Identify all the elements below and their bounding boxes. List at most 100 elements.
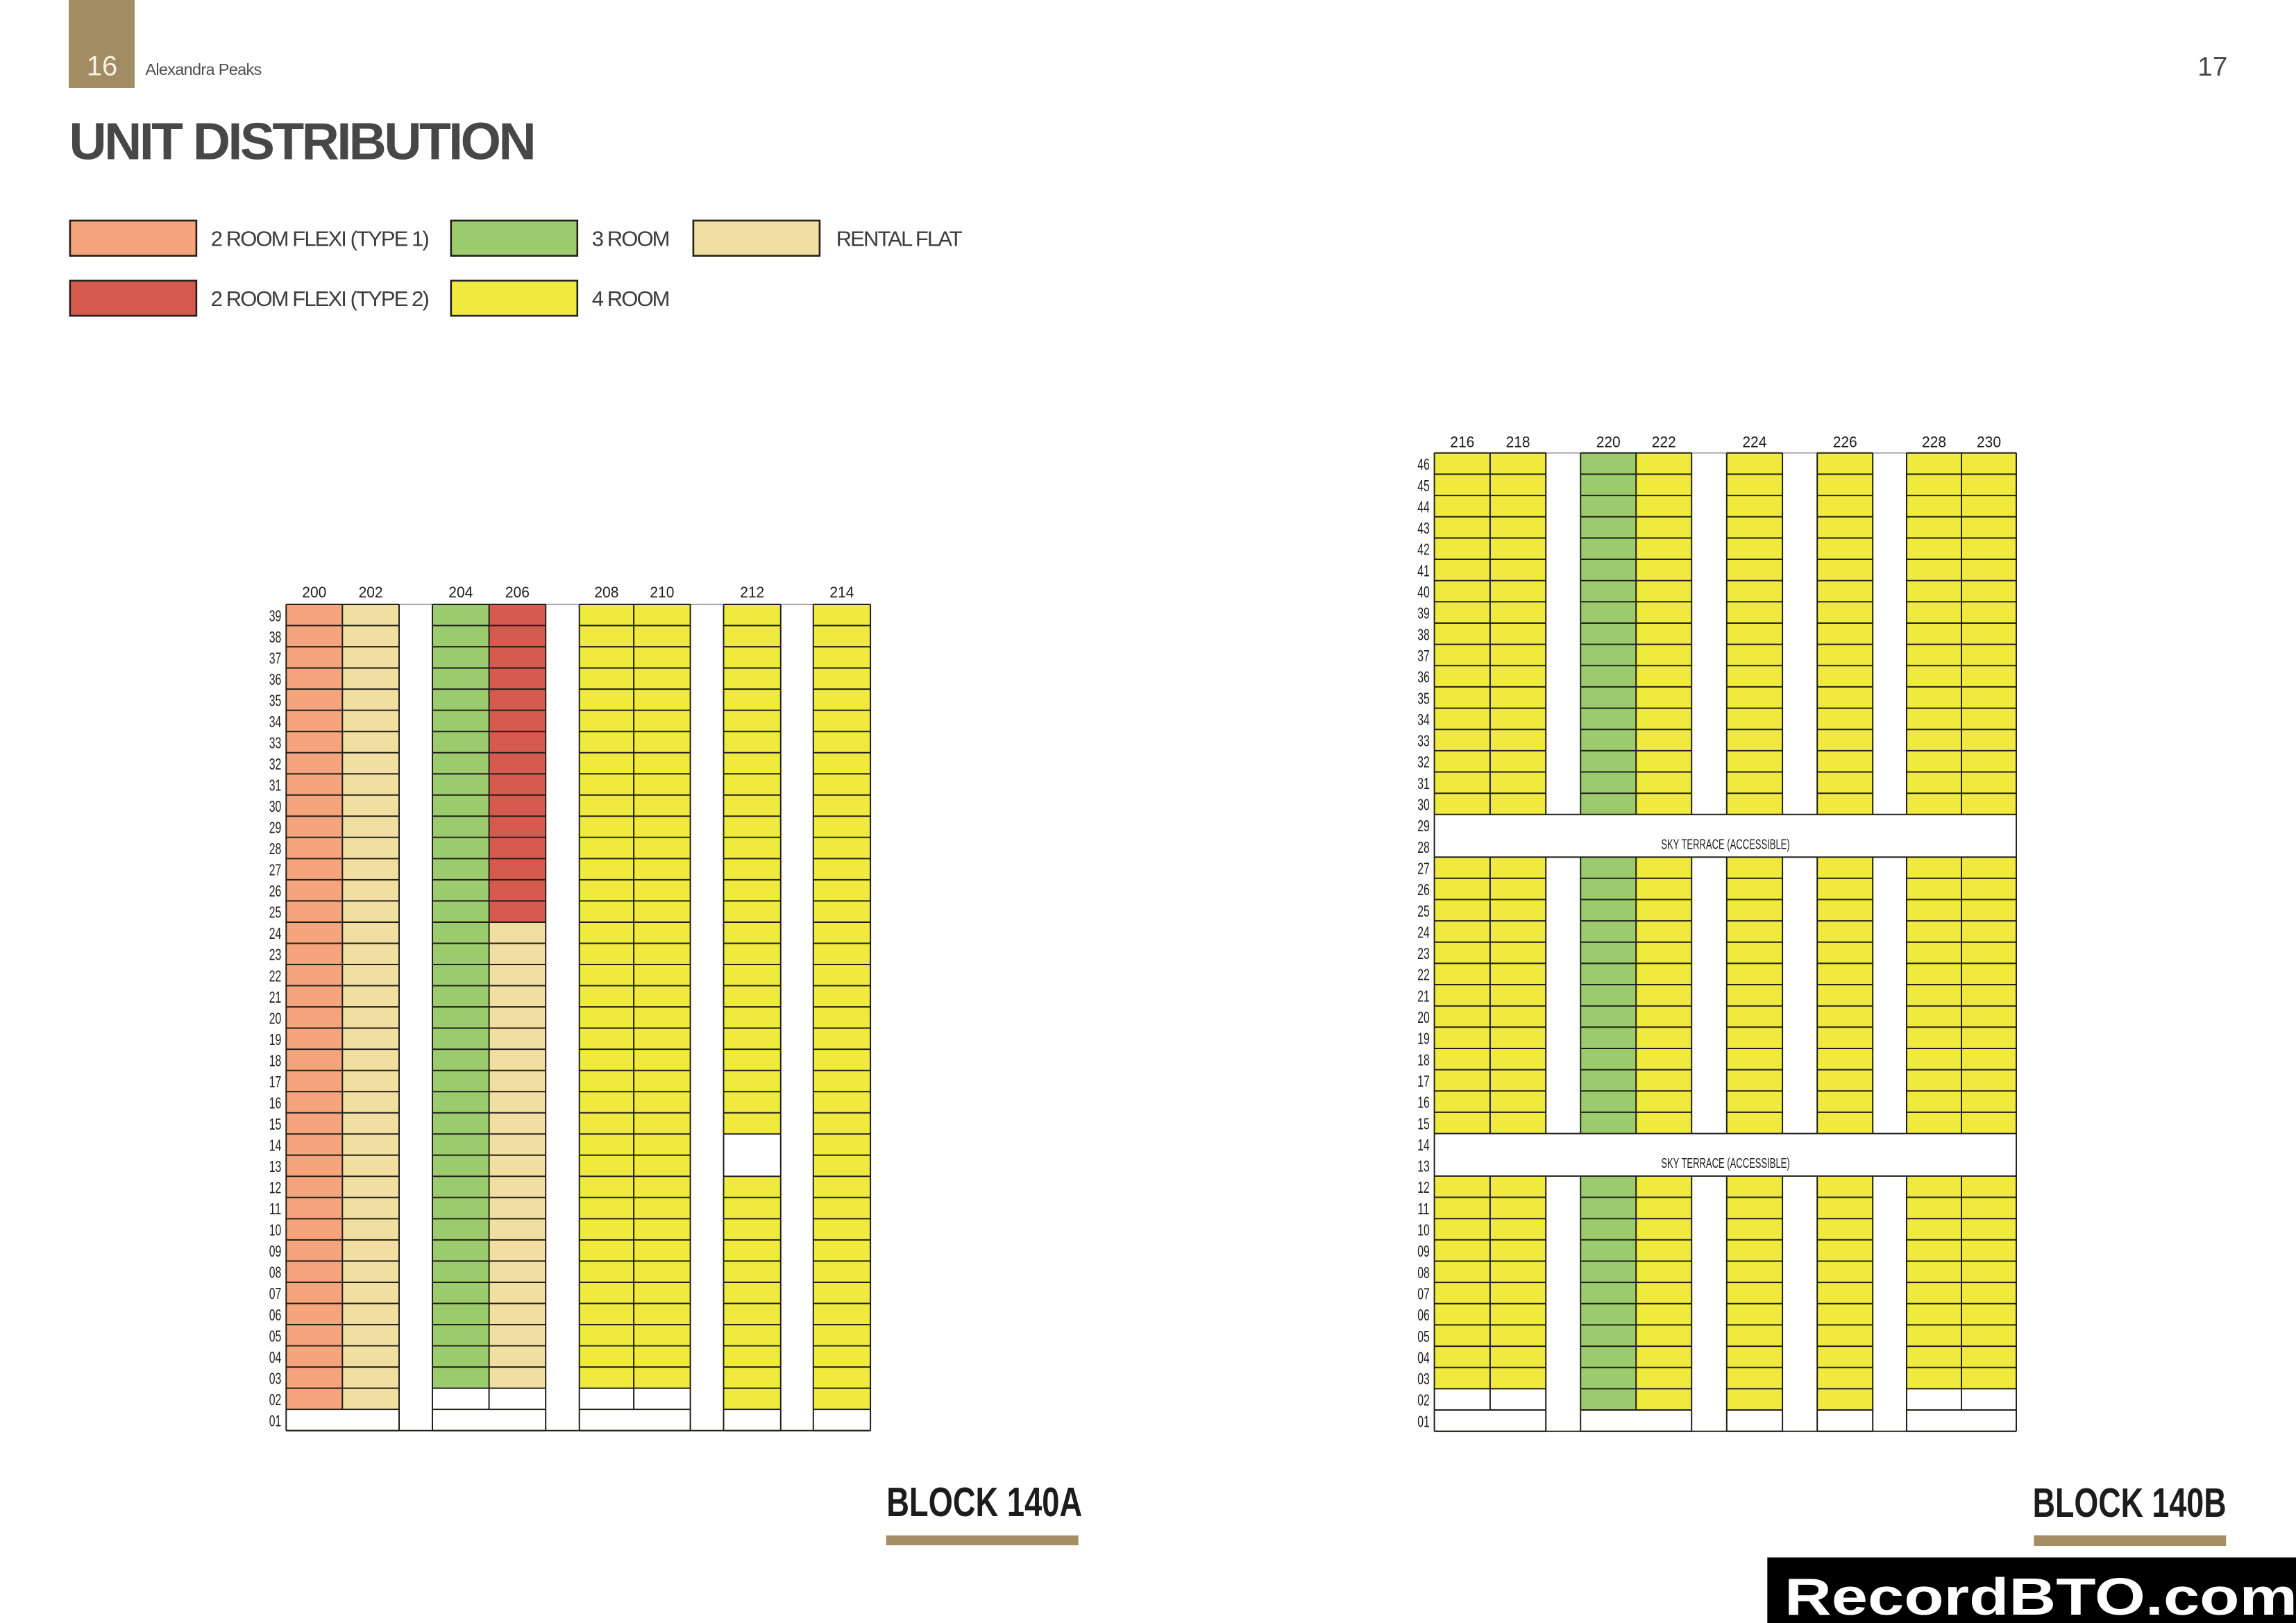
svg-text:04: 04: [269, 1348, 282, 1366]
svg-text:35: 35: [269, 691, 282, 709]
svg-text:36: 36: [269, 670, 282, 688]
svg-text:18: 18: [1417, 1051, 1430, 1069]
svg-text:SKY TERRACE (ACCESSIBLE): SKY TERRACE (ACCESSIBLE): [1661, 836, 1789, 852]
svg-text:02: 02: [1417, 1391, 1430, 1409]
svg-text:14: 14: [269, 1137, 282, 1155]
svg-text:212: 212: [740, 584, 764, 601]
svg-text:10: 10: [1417, 1221, 1430, 1239]
svg-text:27: 27: [1417, 860, 1430, 878]
svg-text:43: 43: [1417, 519, 1430, 537]
svg-text:20: 20: [1417, 1008, 1430, 1026]
svg-text:25: 25: [1417, 902, 1430, 920]
svg-text:214: 214: [829, 584, 854, 601]
svg-text:32: 32: [1417, 753, 1430, 771]
svg-text:03: 03: [269, 1369, 282, 1387]
svg-text:02: 02: [269, 1391, 282, 1409]
svg-text:SKY TERRACE (ACCESSIBLE): SKY TERRACE (ACCESSIBLE): [1661, 1155, 1789, 1171]
svg-text:16: 16: [269, 1094, 282, 1112]
svg-text:03: 03: [1417, 1370, 1430, 1388]
svg-text:23: 23: [1417, 944, 1430, 962]
svg-text:08: 08: [1417, 1264, 1430, 1282]
svg-text:226: 226: [1833, 434, 1857, 451]
svg-text:16: 16: [87, 51, 118, 82]
svg-text:200: 200: [302, 584, 326, 601]
svg-text:17: 17: [2197, 52, 2227, 82]
svg-text:26: 26: [1417, 881, 1430, 899]
svg-text:22: 22: [269, 967, 282, 985]
svg-text:09: 09: [269, 1242, 282, 1260]
svg-text:210: 210: [650, 584, 674, 601]
svg-text:14: 14: [1417, 1136, 1430, 1154]
svg-text:230: 230: [1977, 434, 2001, 451]
svg-text:44: 44: [1417, 498, 1430, 516]
svg-text:34: 34: [269, 713, 282, 731]
svg-text:38: 38: [1417, 625, 1430, 643]
svg-text:202: 202: [359, 584, 383, 601]
svg-text:39: 39: [269, 606, 282, 624]
svg-text:07: 07: [1417, 1285, 1430, 1303]
svg-text:23: 23: [269, 946, 282, 964]
svg-text:05: 05: [1417, 1327, 1430, 1345]
svg-text:UNIT DISTRIBUTION: UNIT DISTRIBUTION: [69, 112, 534, 170]
svg-text:37: 37: [269, 649, 282, 667]
svg-text:45: 45: [1417, 477, 1430, 495]
svg-text:07: 07: [269, 1284, 282, 1302]
svg-text:36: 36: [1417, 668, 1430, 686]
svg-text:24: 24: [269, 924, 282, 942]
svg-text:204: 204: [448, 584, 473, 601]
svg-text:16: 16: [1417, 1094, 1430, 1112]
svg-text:220: 220: [1596, 434, 1621, 451]
svg-text:24: 24: [1417, 923, 1430, 941]
svg-text:BLOCK 140A: BLOCK 140A: [886, 1479, 1082, 1525]
svg-text:22: 22: [1417, 966, 1430, 984]
svg-text:13: 13: [1417, 1157, 1430, 1175]
svg-text:218: 218: [1506, 434, 1530, 451]
svg-text:32: 32: [269, 755, 282, 773]
svg-text:15: 15: [1417, 1114, 1430, 1132]
svg-text:35: 35: [1417, 689, 1430, 707]
svg-text:19: 19: [1417, 1030, 1430, 1048]
svg-text:46: 46: [1417, 455, 1430, 473]
svg-text:2 ROOM FLEXI (TYPE 1): 2 ROOM FLEXI (TYPE 1): [211, 226, 429, 250]
svg-text:17: 17: [269, 1073, 282, 1091]
svg-text:28: 28: [269, 840, 282, 858]
svg-text:30: 30: [1417, 796, 1430, 814]
svg-text:08: 08: [269, 1264, 282, 1282]
svg-text:222: 222: [1652, 434, 1676, 451]
svg-text:216: 216: [1450, 434, 1474, 451]
svg-text:09: 09: [1417, 1242, 1430, 1260]
svg-text:33: 33: [269, 733, 282, 751]
svg-text:18: 18: [269, 1051, 282, 1069]
svg-text:224: 224: [1742, 434, 1766, 451]
svg-text:206: 206: [505, 584, 530, 601]
svg-text:17: 17: [1417, 1072, 1430, 1090]
svg-text:04: 04: [1417, 1348, 1430, 1366]
svg-text:42: 42: [1417, 541, 1430, 559]
svg-text:Alexandra Peaks: Alexandra Peaks: [145, 60, 261, 78]
svg-text:06: 06: [1417, 1306, 1430, 1324]
svg-text:RENTAL FLAT: RENTAL FLAT: [836, 226, 963, 250]
svg-text:12: 12: [1417, 1178, 1430, 1196]
svg-text:38: 38: [269, 628, 282, 646]
svg-text:21: 21: [269, 988, 282, 1006]
svg-text:01: 01: [269, 1411, 282, 1429]
svg-text:10: 10: [269, 1221, 282, 1239]
svg-text:BLOCK 140B: BLOCK 140B: [2033, 1480, 2227, 1526]
svg-text:3 ROOM: 3 ROOM: [592, 226, 669, 250]
svg-text:31: 31: [269, 776, 282, 794]
svg-text:29: 29: [1417, 817, 1430, 835]
svg-text:27: 27: [269, 861, 282, 879]
svg-text:11: 11: [269, 1200, 282, 1218]
svg-text:20: 20: [269, 1009, 282, 1027]
svg-text:01: 01: [1417, 1412, 1430, 1430]
svg-text:2 ROOM FLEXI (TYPE 2): 2 ROOM FLEXI (TYPE 2): [211, 287, 429, 311]
svg-text:28: 28: [1417, 838, 1430, 856]
svg-text:06: 06: [269, 1306, 282, 1324]
svg-text:25: 25: [269, 903, 282, 921]
svg-text:RecordBTO.com: RecordBTO.com: [1784, 1567, 2296, 1623]
svg-text:21: 21: [1417, 987, 1430, 1005]
svg-text:41: 41: [1417, 561, 1430, 579]
svg-text:34: 34: [1417, 711, 1430, 729]
svg-text:12: 12: [269, 1179, 282, 1197]
svg-text:15: 15: [269, 1115, 282, 1133]
